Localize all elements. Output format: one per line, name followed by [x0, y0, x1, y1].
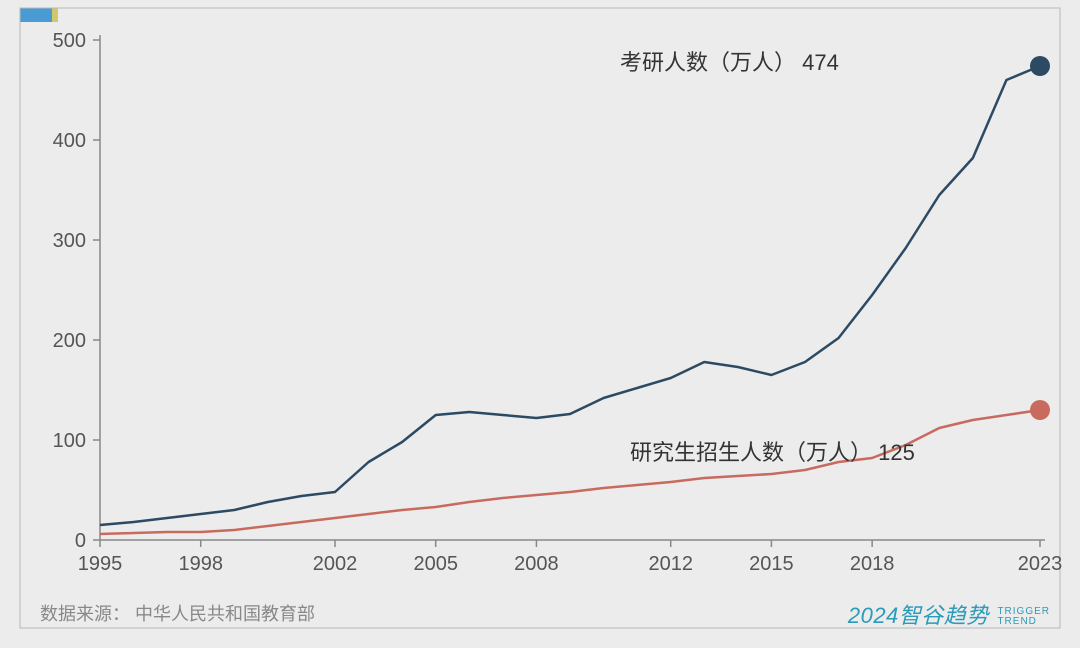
x-tick-label: 2018: [850, 553, 895, 575]
source-value: 中华人民共和国教育部: [135, 604, 315, 624]
series-label: 考研人数（万人） 474: [620, 50, 839, 75]
y-tick-label: 500: [53, 30, 86, 52]
series-line: [100, 410, 1040, 534]
x-tick-label: 2015: [749, 553, 794, 575]
brand-logo: 2024智谷趋势 TRIGGER TREND: [848, 598, 1050, 630]
series-label: 研究生招生人数（万人） 125: [630, 440, 915, 465]
brand-name: 智谷趋势: [899, 603, 989, 628]
x-tick-label: 1995: [78, 553, 123, 575]
y-tick-label: 300: [53, 230, 86, 252]
series-end-marker: [1030, 400, 1050, 420]
x-tick-label: 2005: [413, 553, 458, 575]
chart-container: 0 100 200 300 400 500 1995 1998 2002 2005 2008 2012…: [0, 0, 1080, 648]
x-tick-label: 2012: [648, 553, 693, 575]
source-label: 数据来源：: [40, 604, 130, 624]
y-tick-label: 0: [75, 530, 86, 552]
brand-year: 2024: [848, 603, 899, 628]
x-tick-label: 2002: [313, 553, 358, 575]
y-tick-label: 200: [53, 330, 86, 352]
x-tick-label: 2008: [514, 553, 559, 575]
x-tick-label: 1998: [178, 553, 223, 575]
y-tick-label: 400: [53, 130, 86, 152]
x-tick-label: 2023: [1018, 553, 1063, 575]
line-chart: 0 100 200 300 400 500 1995 1998 2002 2005 2008 2012…: [0, 0, 1080, 648]
series-end-marker: [1030, 56, 1050, 76]
y-tick-label: 100: [53, 430, 86, 452]
brand-sub: TRIGGER TREND: [997, 607, 1050, 627]
data-source: 数据来源： 中华人民共和国教育部: [40, 600, 315, 626]
